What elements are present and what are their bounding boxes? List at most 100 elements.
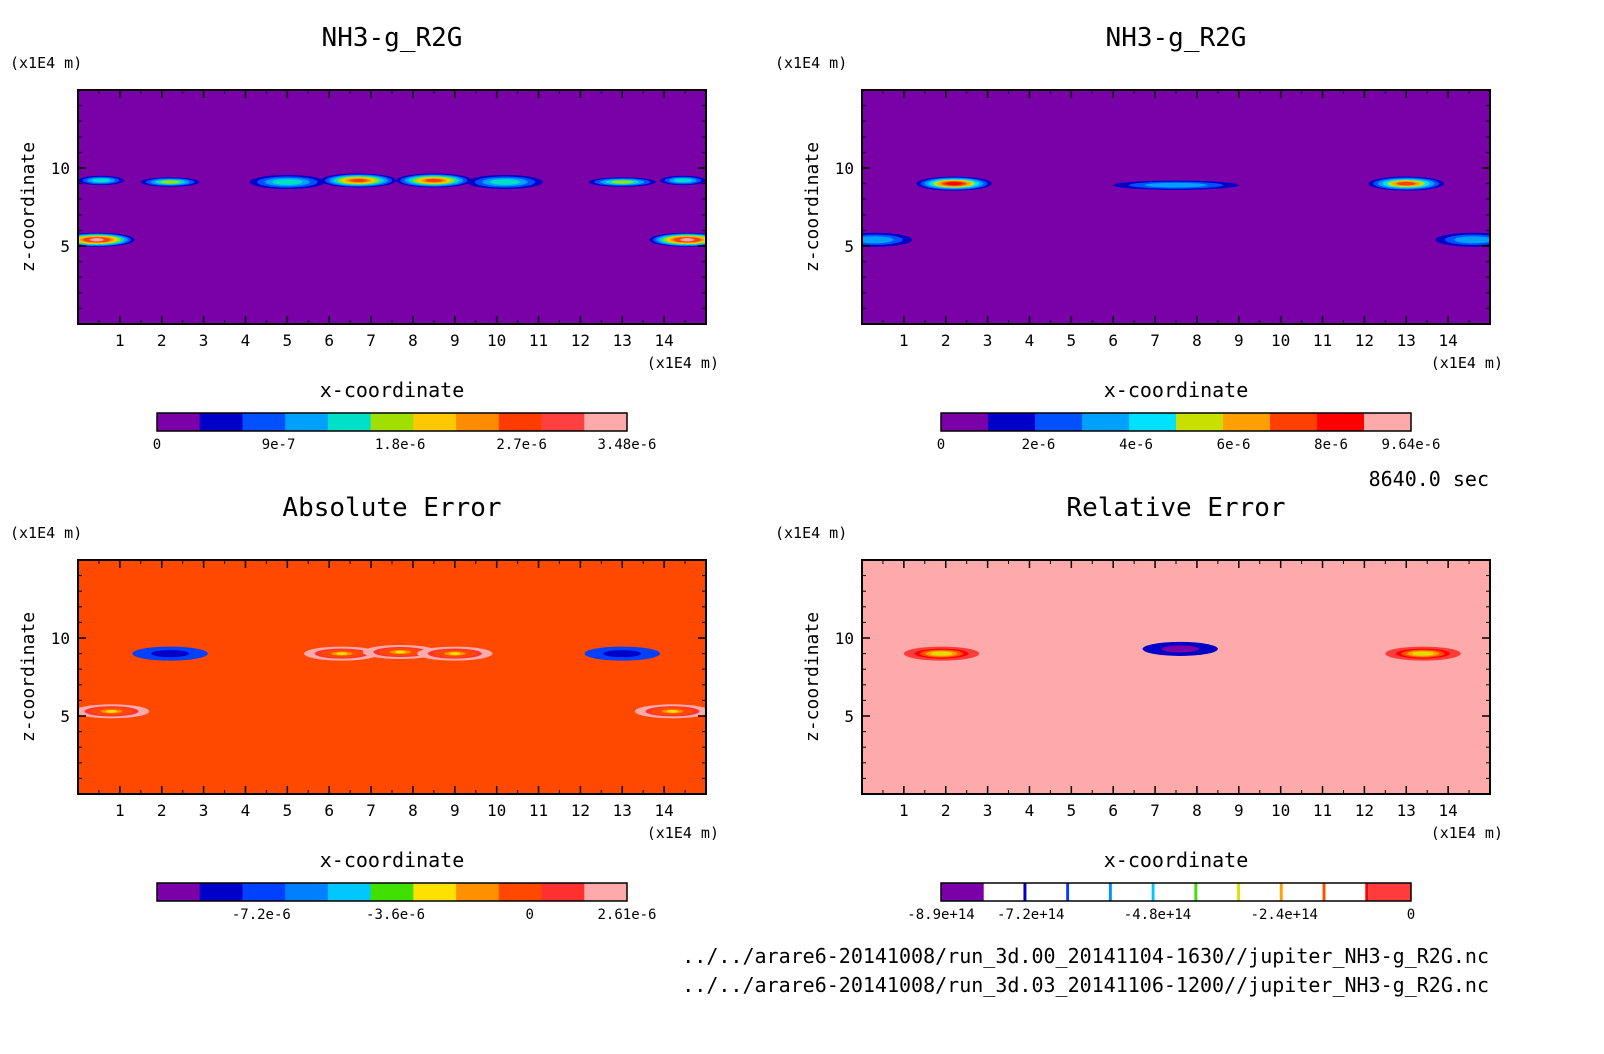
x-tick-label: 10 [487,801,506,820]
contour-region [449,652,461,656]
colorbar-level-line [1279,883,1283,901]
x-tick-label: 9 [1234,801,1244,820]
y-axis-label: z-coordinate [18,612,39,742]
colorbar-swatch [1317,413,1365,431]
x-tick-label: 4 [1025,331,1035,350]
x-tick-label: 2 [941,801,951,820]
colorbar-frame [940,882,1412,902]
y-axis-label: z-coordinate [802,612,823,742]
x-tick-label: 11 [1313,331,1332,350]
colorbar-swatch [1129,413,1177,431]
colorbar-level-line [1237,883,1241,901]
colorbar-label: 8e-6 [1314,437,1348,453]
colorbar-label: 0 [1407,907,1415,923]
colorbar-swatch [1197,883,1241,901]
colorbar-swatch [1325,883,1369,901]
contour-region [683,238,691,242]
panel-1: NH3-g_R2G (x1E4 m) 1 2 3 4 5 6 7 8 9 10 11 12 13 14 5… [775,23,1503,453]
x-tick-label: 6 [324,331,334,350]
contour-region [151,650,189,658]
x-tick-label: 10 [1271,801,1290,820]
x-tick-label: 5 [283,801,293,820]
x-tick-label: 5 [1067,331,1077,350]
contour-region [865,238,884,242]
y-unit-label: (x1E4 m) [10,524,82,542]
heatmap-features [78,645,706,719]
x-tick-label: 13 [613,801,632,820]
colorbar-swatch [1035,413,1083,431]
x-tick-label: 10 [487,331,506,350]
x-tick-label: 4 [241,801,251,820]
y-ticks: 5 10 [835,575,1490,779]
contour-region [936,652,947,656]
colorbar-label: 0 [937,437,945,453]
colorbar-swatch [413,413,457,431]
x-tick-label: 4 [241,331,251,350]
colorbar-level-line [1322,883,1326,901]
x-tick-label: 3 [983,331,993,350]
y-tick-label: 10 [835,159,854,178]
colorbar-swatch [242,413,286,431]
colorbar-frame [940,412,1412,432]
x-ticks: 1 2 3 4 5 6 7 8 9 10 11 12 13 14 [98,560,686,820]
contour-region [279,180,295,184]
colorbar-label: -7.2e+14 [997,907,1064,923]
x-axis-label: x-coordinate [1104,848,1249,872]
panel-2: Absolute Error (x1E4 m) 1 2 3 4 5 6 7 8 9 10 11 12 1… [10,493,719,923]
contour-region [1463,238,1483,242]
x-tick-label: 12 [1355,331,1374,350]
colorbar-level-line [1066,883,1070,901]
x-tick-label: 12 [571,801,590,820]
colorbar-level-line [1151,883,1155,901]
x-tick-label: 11 [1313,801,1332,820]
x-tick-label: 2 [941,331,951,350]
contour-region [394,650,406,654]
x-tick-label: 6 [1108,801,1118,820]
contour-region [106,709,117,713]
x-axis-label: x-coordinate [320,848,465,872]
colorbar-label: 9e-7 [262,437,296,453]
plot-area [862,90,1490,324]
colorbar-level-line [1023,883,1027,901]
colorbar-swatch [199,883,243,901]
colorbar-level-line [1108,883,1112,901]
contour-region [96,178,106,182]
contour-region [497,180,513,184]
colorbar-frame [156,882,628,902]
x-tick-label: 8 [408,331,418,350]
contour-region [1401,182,1411,186]
colorbar-swatch [370,413,414,431]
colorbar-swatch [988,413,1036,431]
x-tick-label: 9 [450,801,460,820]
x-tick-label: 11 [529,331,548,350]
colorbar-swatch [1154,883,1198,901]
x-tick-label: 1 [899,331,909,350]
heatmap-features [903,641,1461,661]
y-tick-label: 10 [51,159,70,178]
x-tick-label: 2 [157,331,167,350]
colorbar-swatch [285,883,329,901]
x-unit-label: (x1E4 m) [1431,354,1503,372]
heatmap-background [78,560,706,794]
colorbar-label: 1.8e-6 [375,437,426,453]
colorbar-swatch [157,883,201,901]
x-tick-label: 7 [1150,331,1160,350]
colorbar-label: 9.64e-6 [1381,437,1440,453]
x-unit-label: (x1E4 m) [1431,824,1503,842]
panel-title: NH3-g_R2G [322,23,463,53]
x-tick-label: 14 [655,331,674,350]
colorbar: 0 9e-7 1.8e-6 2.7e-6 3.48e-6 [153,412,657,453]
contour-region [1160,183,1192,187]
colorbar-swatch [1111,883,1156,901]
contour-region [93,238,101,242]
colorbar-swatch [983,883,1027,901]
contour-region [429,178,439,182]
colorbar-frame [156,412,628,432]
panel-title: NH3-g_R2G [1106,23,1247,53]
x-tick-label: 6 [324,801,334,820]
y-tick-label: 5 [844,707,854,726]
x-tick-label: 3 [199,801,209,820]
colorbar-swatch [541,413,585,431]
colorbar-swatch [941,883,985,901]
